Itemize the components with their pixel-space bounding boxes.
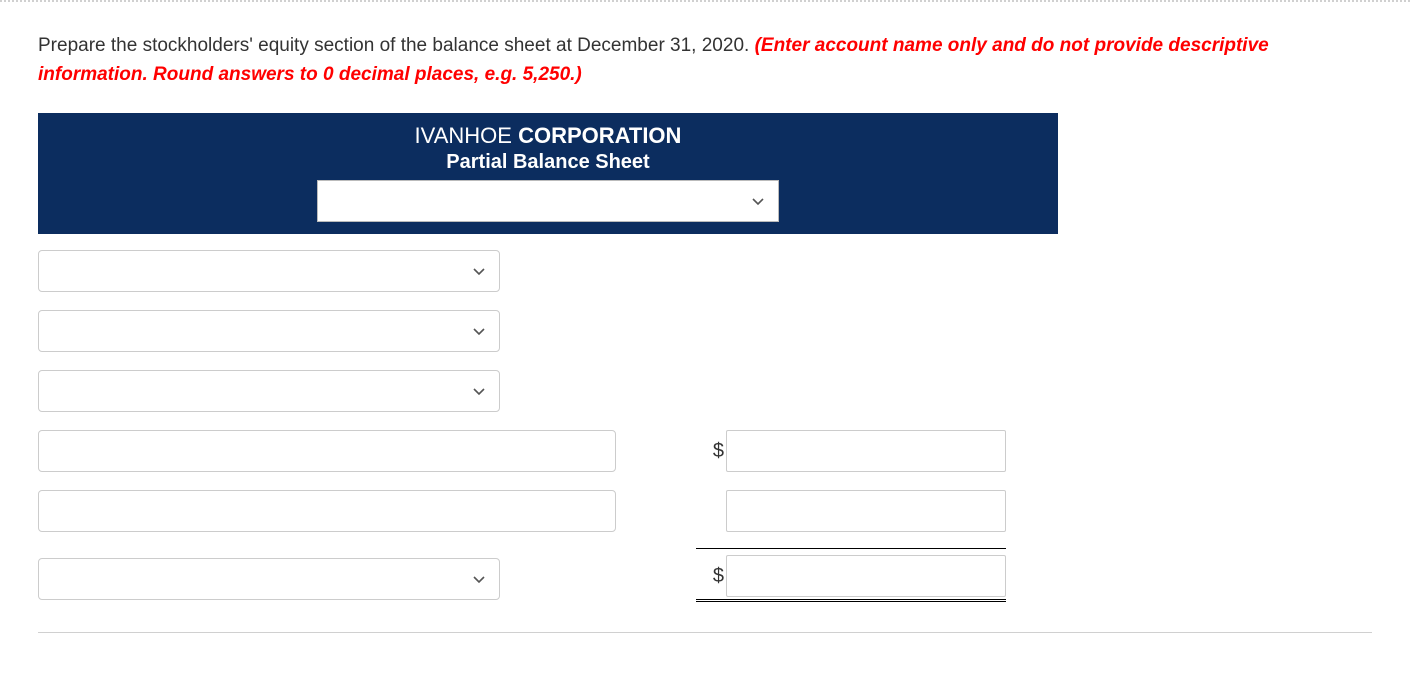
company-name-bold: CORPORATION — [518, 123, 681, 148]
chevron-down-icon — [752, 190, 764, 212]
sheet-body: $ — [38, 234, 1058, 602]
row-line-item-2 — [38, 488, 1058, 534]
instruction-black: Prepare the stockholders' equity section… — [38, 35, 755, 56]
amount-input-total[interactable] — [726, 555, 1006, 597]
bottom-divider — [38, 632, 1372, 633]
subtotal-rule — [696, 548, 1006, 549]
chevron-down-icon — [473, 260, 485, 282]
dollar-sign-total: $ — [696, 565, 726, 588]
sheet-header: IVANHOE CORPORATION Partial Balance Shee… — [38, 113, 1058, 234]
sheet-subtitle: Partial Balance Sheet — [38, 151, 1058, 174]
account-select-2[interactable] — [38, 310, 500, 352]
balance-sheet: IVANHOE CORPORATION Partial Balance Shee… — [38, 113, 1058, 602]
row-line-item-1: $ — [38, 428, 1058, 474]
total-label-select[interactable] — [38, 558, 500, 600]
row-section-select-1 — [38, 248, 1058, 294]
amount-input-2[interactable] — [726, 490, 1006, 532]
dollar-sign-1: $ — [696, 440, 726, 463]
chevron-down-icon — [473, 380, 485, 402]
amount-input-1[interactable] — [726, 430, 1006, 472]
instruction-text: Prepare the stockholders' equity section… — [38, 32, 1372, 89]
row-section-select-2 — [38, 308, 1058, 354]
account-name-input-1[interactable] — [38, 430, 616, 472]
account-select-3[interactable] — [38, 370, 500, 412]
chevron-down-icon — [473, 568, 485, 590]
account-select-1[interactable] — [38, 250, 500, 292]
row-total: $ — [38, 555, 1058, 602]
row-section-select-3 — [38, 368, 1058, 414]
company-name: IVANHOE CORPORATION — [38, 123, 1058, 149]
company-name-plain: IVANHOE — [415, 123, 519, 148]
chevron-down-icon — [473, 320, 485, 342]
account-name-input-2[interactable] — [38, 490, 616, 532]
date-select[interactable] — [317, 180, 779, 222]
